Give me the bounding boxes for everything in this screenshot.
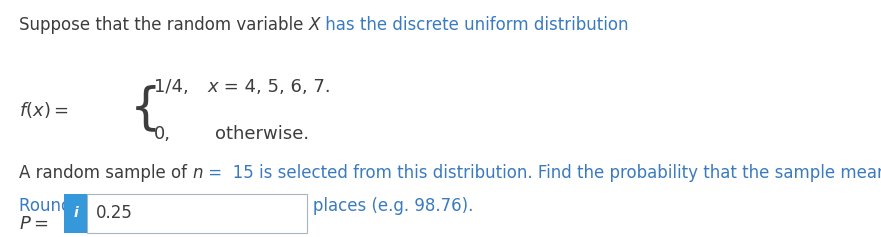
Text: Suppose that the random variable: Suppose that the random variable xyxy=(19,16,309,34)
Text: {: { xyxy=(130,84,161,132)
Text: 1/4,: 1/4, xyxy=(154,77,189,96)
Text: x: x xyxy=(207,77,218,96)
Text: Round your answer to two decimal places (e.g. 98.76).: Round your answer to two decimal places … xyxy=(19,197,474,215)
Text: $P =$: $P =$ xyxy=(19,215,48,233)
Text: has the discrete uniform distribution: has the discrete uniform distribution xyxy=(321,16,629,34)
Text: 0,: 0, xyxy=(154,125,171,143)
Text: X: X xyxy=(309,16,321,34)
Text: = 4, 5, 6, 7.: = 4, 5, 6, 7. xyxy=(218,77,330,96)
Text: 0.25: 0.25 xyxy=(96,205,133,222)
Text: =  15 is selected from this distribution. Find the probability that the sample m: = 15 is selected from this distribution.… xyxy=(204,164,881,182)
FancyBboxPatch shape xyxy=(64,194,87,233)
Text: A random sample of: A random sample of xyxy=(19,164,193,182)
Text: otherwise.: otherwise. xyxy=(215,125,309,143)
FancyBboxPatch shape xyxy=(87,194,307,233)
Text: n: n xyxy=(193,164,204,182)
Text: i: i xyxy=(73,206,78,220)
Text: $f(x) =$: $f(x) =$ xyxy=(19,100,69,120)
